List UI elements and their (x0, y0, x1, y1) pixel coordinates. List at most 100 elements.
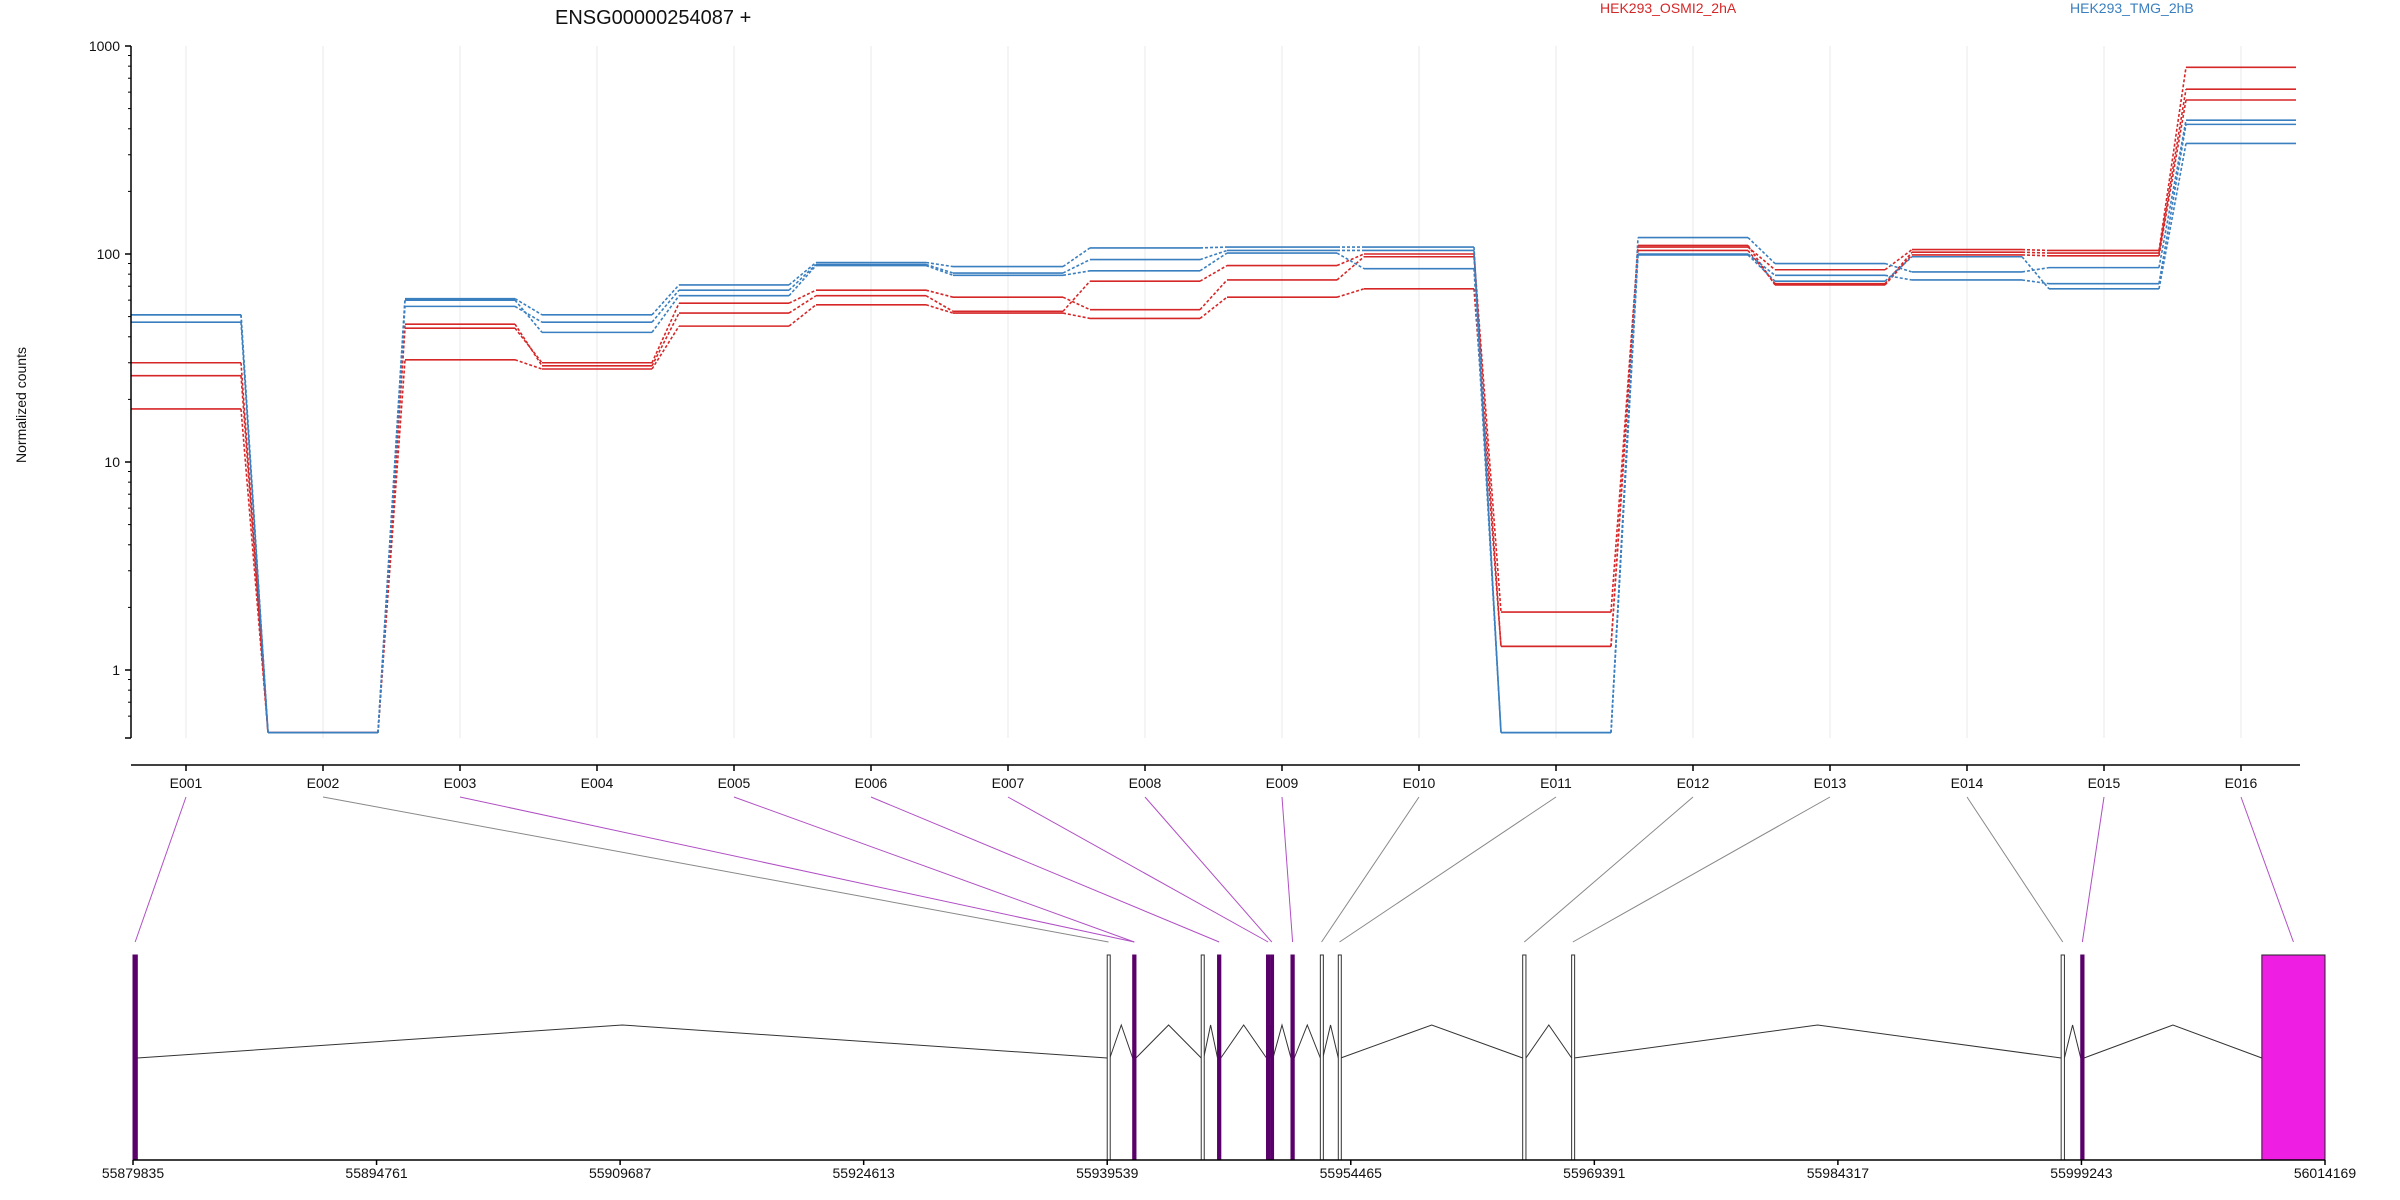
exon-connector (459, 796, 1135, 943)
intron-line (1340, 1024, 1523, 1059)
genomic-tick-label: 55939539 (1076, 1165, 1139, 1181)
genomic-tick-label: 55924613 (833, 1165, 896, 1181)
series-transition (1747, 244, 1776, 286)
genomic-tick-label: 55999243 (2050, 1165, 2113, 1181)
series-transition (240, 408, 269, 733)
intron-line (1525, 1024, 1573, 1059)
exon-tick-label: E014 (1951, 775, 1984, 791)
y-tick-label: 1 (112, 662, 120, 678)
series-transition (1336, 256, 1365, 281)
series-transition (788, 304, 817, 327)
intron-line (137, 1024, 1108, 1059)
exon-box (1270, 954, 1275, 1161)
x-axis-exons: E001 E002 E003 E004 E005 E006 E007 E008 E009 E010… (131, 764, 2300, 791)
exon-connector (2240, 796, 2294, 943)
exon-tick-label: E016 (2225, 775, 2258, 791)
exon-box (1522, 954, 1527, 1161)
series-transition (1884, 251, 1913, 285)
gene-model (132, 954, 2326, 1161)
exon-connector (1007, 796, 1269, 943)
y-axis: 1 10 100 1000 (89, 38, 132, 739)
series-transition (1199, 252, 1228, 272)
x-gridlines (185, 46, 2242, 738)
exon-box (132, 954, 138, 1161)
chart-title: ENSG00000254087 + (555, 7, 751, 29)
exon-tick-label: E013 (1814, 775, 1847, 791)
exon-connector-lines (134, 796, 2294, 943)
genomic-tick-label: 55909687 (589, 1165, 652, 1181)
exon-connector (1523, 796, 1694, 943)
exon-connector (1281, 796, 1294, 943)
series-transition (651, 325, 680, 370)
exon-box (1217, 954, 1222, 1161)
exon-connector (1321, 796, 1420, 943)
series-transition (651, 302, 680, 364)
series-transition (1199, 264, 1228, 282)
exon-tick-label: E006 (855, 775, 888, 791)
series-transition (514, 327, 543, 364)
exon-box (1290, 954, 1295, 1161)
exon-connector (2081, 796, 2105, 943)
series-transition (1610, 254, 1639, 733)
series-transition (1747, 236, 1776, 265)
genomic-tick-label: 55879835 (102, 1165, 165, 1181)
exon-connector (322, 796, 1109, 943)
exon-tick-label: E001 (170, 775, 203, 791)
series-transition (1747, 254, 1776, 282)
exon-connector (134, 796, 187, 943)
intron-line (1272, 1023, 1292, 1059)
exon-connector (870, 796, 1220, 943)
intron-line (1322, 1024, 1339, 1059)
series-transition (1610, 245, 1639, 647)
exon-tick-label: E003 (444, 775, 477, 791)
exon-tick-label: E005 (718, 775, 751, 791)
series-transition (925, 263, 954, 274)
series-transition (925, 264, 954, 277)
series-transition (2158, 99, 2187, 256)
series-transition (1199, 246, 1228, 249)
y-axis-label: Normalized counts (13, 347, 29, 463)
intron-line (2083, 1024, 2263, 1059)
genomic-tick-label: 55954465 (1320, 1165, 1383, 1181)
legend-entry-osmi2: HEK293_OSMI2_2hA (1600, 0, 1737, 16)
intron-line (1109, 1023, 1134, 1059)
series-transition (1062, 258, 1091, 274)
series-transition (788, 265, 817, 297)
series-transition (514, 305, 543, 323)
series-transition (1610, 246, 1639, 613)
exon-box (2080, 954, 2085, 1161)
genomic-tick-label: 55969391 (1563, 1165, 1626, 1181)
series-transition (1062, 270, 1091, 277)
series-transition (651, 284, 680, 316)
intron-line (1574, 1024, 2062, 1059)
exon-box (1132, 954, 1137, 1161)
series-transition (651, 289, 680, 323)
series-transition (2021, 254, 2050, 257)
genomic-tick-label: 56014169 (2294, 1165, 2357, 1181)
intron-line (2063, 1024, 2082, 1059)
series-transition (651, 295, 680, 333)
series-layer (131, 66, 2296, 734)
series-transition (1473, 250, 1502, 733)
series-transition (1336, 252, 1365, 270)
exon-tick-label: E007 (992, 775, 1025, 791)
series-transition (1062, 280, 1091, 312)
series-transition (514, 299, 543, 333)
legend-entry-tmg: HEK293_TMG_2hB (2070, 0, 2194, 16)
exon-connector (733, 796, 1135, 943)
exon-box (1571, 954, 1576, 1161)
genomic-tick-label: 55984317 (1807, 1165, 1870, 1181)
intron-line (1203, 1024, 1219, 1059)
exon-tick-label: E009 (1266, 775, 1299, 791)
y-tick-label: 100 (97, 246, 121, 262)
exon-connector (1572, 796, 1831, 943)
exon-tick-label: E015 (2088, 775, 2121, 791)
series-transition (1336, 288, 1365, 298)
exon-connector (1339, 796, 1557, 943)
series-transition (2021, 256, 2050, 290)
series-transition (925, 289, 954, 298)
intron-line (1220, 1024, 1267, 1059)
exon-box (1337, 954, 1342, 1161)
exon-tick-label: E002 (307, 775, 340, 791)
series-transition (2158, 143, 2187, 289)
